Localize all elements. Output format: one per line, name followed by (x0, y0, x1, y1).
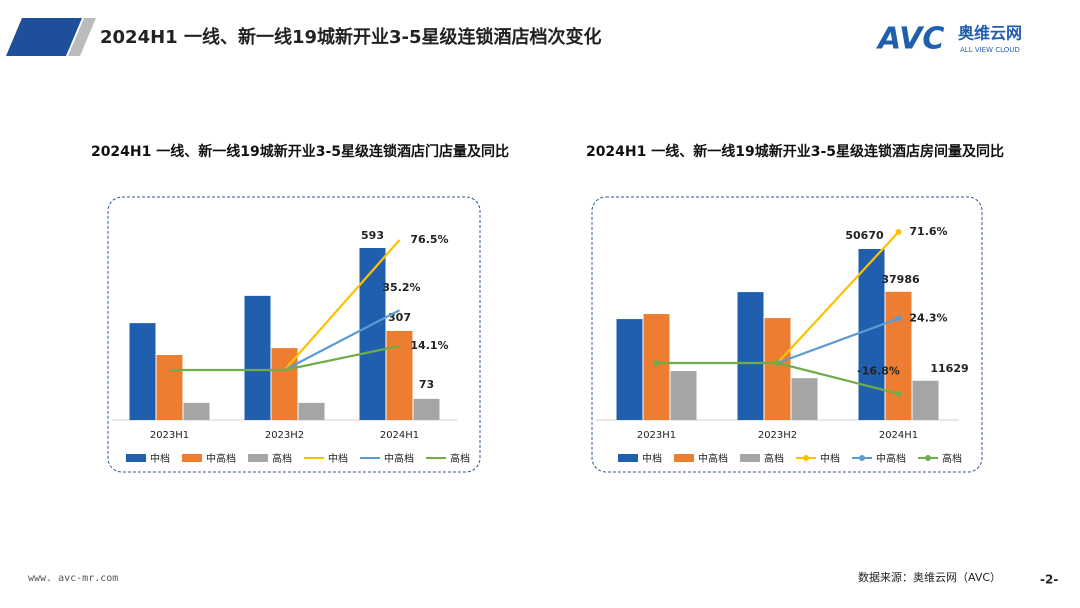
chart-title: 2024H1 一线、新一线19城新开业3-5星级连锁酒店房间量及同比 (585, 144, 1005, 160)
line (776, 231, 900, 364)
brand: 奥维云网 (958, 24, 1022, 43)
data-label: 14.1% (410, 339, 448, 352)
data-label: 307 (388, 311, 411, 324)
x-tick-label: 2023H2 (758, 430, 797, 441)
data-label: 37986 (881, 273, 920, 286)
panel (591, 196, 983, 473)
footer-url: www. avc-mr.com (28, 573, 118, 584)
x-tick-label: 2023H2 (265, 430, 304, 441)
source: 数据来源：奥维云网（AVC） (858, 570, 1001, 584)
legend-swatch (740, 454, 760, 462)
data-label: 73 (419, 378, 434, 391)
bar (386, 330, 413, 420)
title-box: 2024H1 一线、新一线19城新开业3-5星级连锁酒店门店量及同比 (90, 144, 510, 160)
line-marker (653, 360, 660, 366)
legend-label: 高档 (942, 452, 962, 465)
legend-swatch (182, 454, 202, 462)
x-tick-label: 2023H1 (637, 430, 676, 441)
bar (244, 295, 271, 420)
title-box: 2024H1 一线、新一线19城新开业3-5星级连锁酒店房间量及同比 (585, 144, 1005, 160)
legend-label: 高档 (272, 452, 292, 465)
legend-swatch (248, 454, 268, 462)
line (169, 344, 400, 372)
data-label: -16.8% (857, 365, 900, 378)
data-label: 76.5% (410, 233, 448, 246)
legend-swatch (925, 455, 931, 461)
bar (298, 402, 325, 420)
legend-label: 中高档 (876, 452, 906, 465)
legend-swatch (618, 454, 638, 462)
bar (183, 402, 210, 420)
x-tick-label: 2024H1 (380, 430, 419, 441)
bar (791, 378, 818, 420)
legend-label: 中档 (328, 452, 348, 465)
x-tick-label: 2023H1 (150, 430, 189, 441)
logo: AVC (876, 22, 944, 57)
bar (737, 292, 764, 420)
bar (912, 380, 939, 420)
page-number: -2- (1040, 573, 1058, 587)
legend-label: 中高档 (384, 452, 414, 465)
header-shape (68, 18, 96, 56)
legend-swatch (126, 454, 146, 462)
chart-title: 2024H1 一线、新一线19城新开业3-5星级连锁酒店门店量及同比 (90, 144, 510, 160)
data-label: 35.2% (382, 281, 420, 294)
data-label: 50670 (845, 229, 884, 242)
legend-label: 中档 (820, 452, 840, 465)
data-label: 11629 (930, 362, 968, 375)
bar (129, 323, 156, 420)
line (777, 317, 899, 365)
data-label: 71.6% (909, 225, 947, 238)
header-shape (6, 18, 82, 56)
data-label: 593 (361, 229, 384, 242)
legend-label: 高档 (450, 452, 470, 465)
bar (670, 371, 697, 420)
line-marker (774, 360, 781, 366)
bar (643, 314, 670, 420)
legend-label: 高档 (764, 452, 784, 465)
header-title: 2024H1 一线、新一线19城新开业3-5星级连锁酒店档次变化 (100, 26, 602, 48)
legend-label: 中高档 (698, 452, 728, 465)
legend-label: 中高档 (206, 452, 236, 465)
bar (359, 248, 386, 420)
x-tick-label: 2024H1 (879, 430, 918, 441)
legend-swatch (803, 455, 809, 461)
line (283, 239, 401, 371)
line-marker (895, 229, 902, 235)
bar (885, 291, 912, 420)
bar (156, 355, 183, 420)
bar (858, 249, 885, 420)
line-marker (895, 315, 902, 322)
legend-label: 中档 (150, 452, 170, 465)
bar (413, 398, 440, 420)
data-label: 24.3% (909, 312, 947, 325)
legend-swatch (674, 454, 694, 462)
line (283, 309, 401, 371)
bar (764, 318, 791, 420)
bar (616, 319, 643, 420)
legend-label: 中档 (642, 452, 662, 465)
panel (107, 196, 481, 473)
legend-swatch (859, 455, 865, 461)
brand-en: ALL VIEW CLOUD (960, 46, 1020, 54)
line-marker (895, 390, 902, 397)
